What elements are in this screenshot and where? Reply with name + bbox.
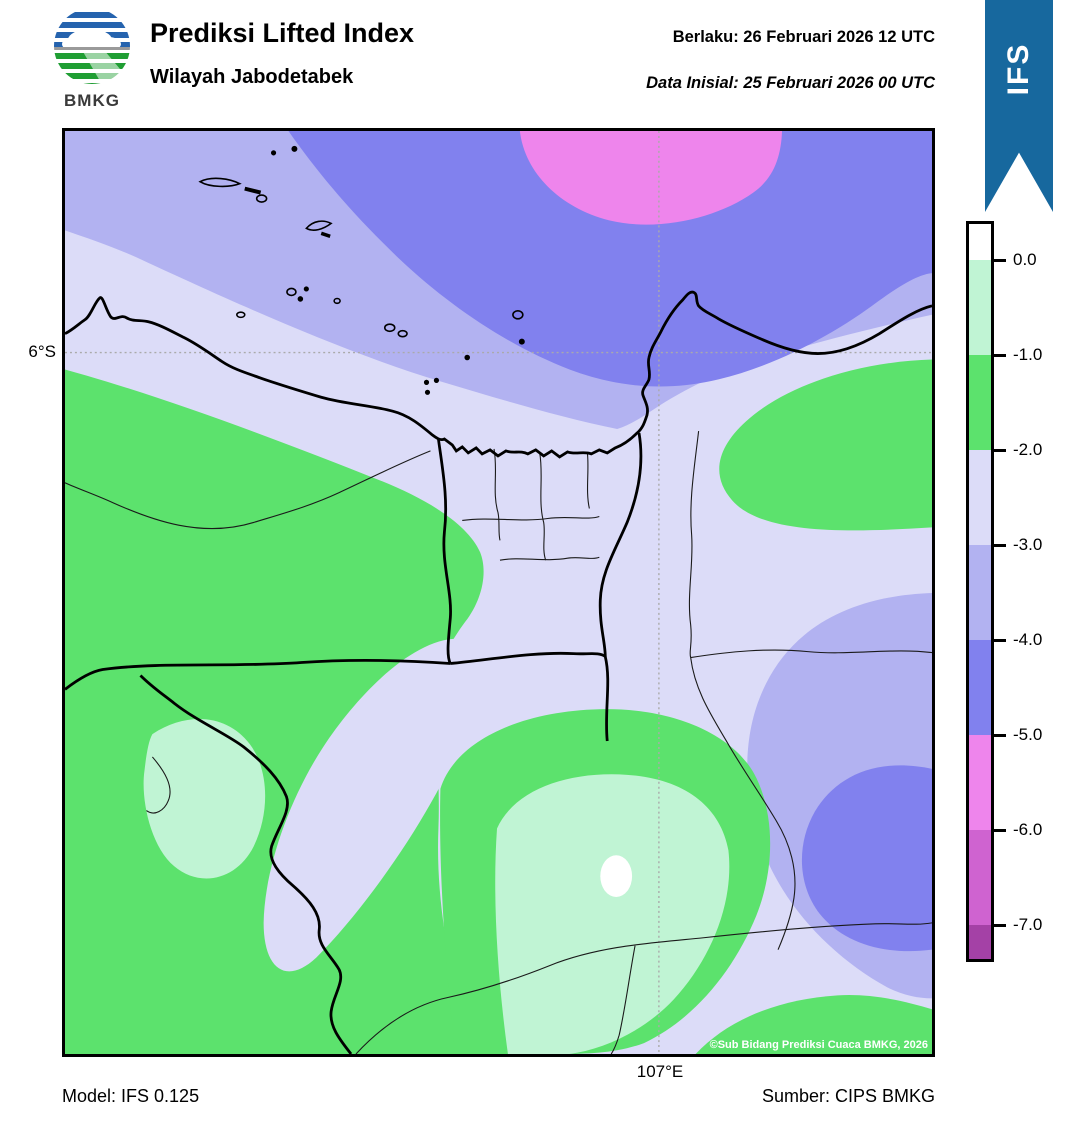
colorbar-segment [969, 640, 991, 735]
coastline [65, 290, 932, 459]
islands [198, 145, 525, 395]
colorbar-segment [969, 224, 991, 260]
province-boundaries [65, 432, 643, 1054]
bmkg-logo-icon [54, 8, 130, 84]
forecast-map: ©Sub Bidang Prediksi Cuaca BMKG, 2026 [62, 128, 935, 1057]
colorbar-tick-mark [994, 259, 1006, 262]
map-copyright: ©Sub Bidang Prediksi Cuaca BMKG, 2026 [709, 1039, 928, 1051]
colorbar-segment [969, 260, 991, 355]
colorbar-segment [969, 355, 991, 450]
colorbar-tick-mark [994, 354, 1006, 357]
bmkg-logo-label: BMKG [64, 91, 120, 110]
colorbar-tick-mark [994, 734, 1006, 737]
contour-map [65, 131, 932, 1054]
model-label: Model: IFS 0.125 [62, 1086, 200, 1106]
model-ribbon: IFS [985, 0, 1053, 212]
colorbar-segment [969, 925, 991, 959]
colorbar-tick-mark [994, 544, 1006, 547]
valid-time: Berlaku: 26 Februari 2026 12 UTC [672, 28, 935, 46]
colorbar-tick-label: -1.0 [1013, 345, 1043, 364]
page-title: Prediksi Lifted Index [150, 18, 415, 48]
colorbar-tick-mark [994, 639, 1006, 642]
colorbar [966, 221, 994, 962]
colorbar-tick-label: -2.0 [1013, 440, 1043, 459]
colorbar-tick-mark [994, 924, 1006, 927]
colorbar-tick-label: -3.0 [1013, 535, 1043, 554]
model-ribbon-label: IFS [1002, 42, 1035, 96]
colorbar-segment [969, 830, 991, 925]
forecast-times: Berlaku: 26 Februari 2026 12 UTC Data In… [455, 28, 935, 93]
colorbar-tick-label: -5.0 [1013, 725, 1043, 744]
bmkg-logo: BMKG [46, 6, 138, 111]
colorbar-segment [969, 450, 991, 545]
longitude-label: 107°E [636, 1062, 684, 1081]
regency-boundaries [65, 430, 932, 1054]
latitude-label: 6°S [28, 342, 56, 361]
colorbar-tick-mark [994, 829, 1006, 832]
initial-time: Data Inisial: 25 Februari 2026 00 UTC [646, 74, 935, 92]
page-subtitle: Wilayah Jabodetabek [150, 66, 354, 88]
colorbar-tick-mark [994, 449, 1006, 452]
colorbar-tick-label: 0.0 [1013, 250, 1037, 269]
colorbar-tick-label: -4.0 [1013, 630, 1043, 649]
colorbar-segment [969, 735, 991, 830]
source-label: Sumber: CIPS BMKG [761, 1086, 935, 1106]
colorbar-tick-label: -6.0 [1013, 820, 1043, 839]
colorbar-tick-label: -7.0 [1013, 915, 1043, 934]
colorbar-segment [969, 545, 991, 640]
